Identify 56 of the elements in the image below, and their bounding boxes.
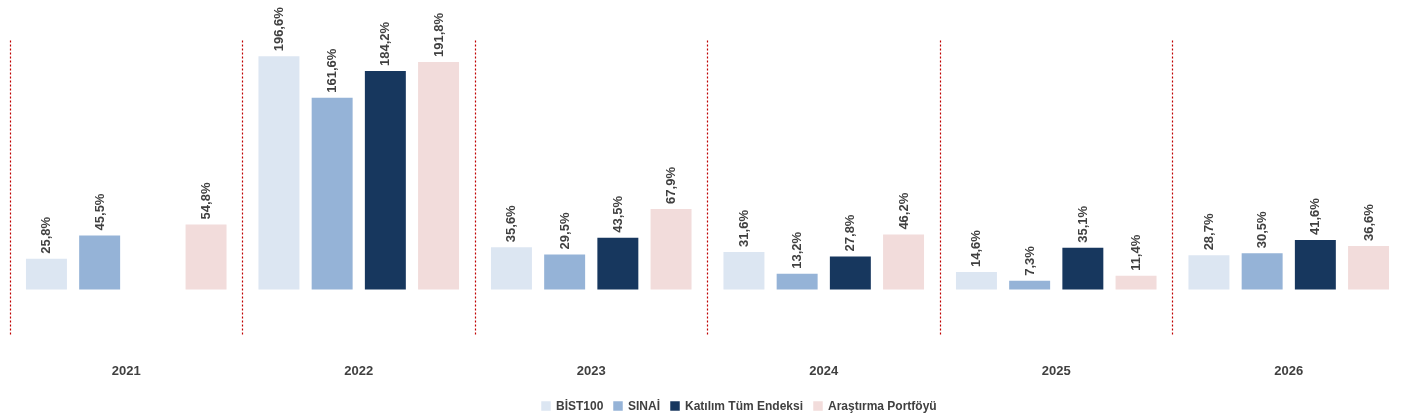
bar xyxy=(597,237,639,290)
data-label: 31,6% xyxy=(735,209,751,247)
data-label: 67,9% xyxy=(663,166,679,204)
bar xyxy=(650,208,692,290)
bar xyxy=(829,256,871,290)
bar xyxy=(544,254,586,290)
data-label: 13,2% xyxy=(789,231,805,269)
data-label: 28,7% xyxy=(1200,213,1216,251)
bar xyxy=(258,56,300,290)
bar xyxy=(1062,247,1104,290)
data-label: 11,4% xyxy=(1128,234,1144,271)
data-label: 191,8% xyxy=(430,12,446,58)
x-tick-label: 2026 xyxy=(1274,362,1304,378)
bar xyxy=(25,258,67,290)
data-label: 25,8% xyxy=(38,216,54,254)
data-label: 184,2% xyxy=(377,21,393,67)
bar xyxy=(1188,255,1230,290)
data-label: 14,6% xyxy=(968,229,984,268)
data-label: 43,5% xyxy=(609,195,625,233)
bar xyxy=(311,97,353,290)
x-tick-label: 2023 xyxy=(576,362,606,378)
x-tick-label: 2025 xyxy=(1041,362,1071,378)
data-label: 196,6% xyxy=(270,6,286,52)
x-tick-label: 2022 xyxy=(344,362,374,378)
legend-label: BİST100 xyxy=(556,398,604,413)
data-label: 46,2% xyxy=(895,192,911,230)
bar xyxy=(79,235,121,290)
data-label: 45,5% xyxy=(91,193,107,231)
bar xyxy=(1115,275,1157,290)
data-label: 36,6% xyxy=(1360,203,1376,241)
data-label: 41,6% xyxy=(1307,197,1323,236)
bar xyxy=(1294,240,1336,290)
data-label: 35,1% xyxy=(1074,205,1090,243)
data-label: 29,5% xyxy=(556,212,572,250)
bar xyxy=(490,247,532,290)
bar xyxy=(776,273,818,290)
data-label: 30,5% xyxy=(1254,210,1270,249)
bar xyxy=(185,224,227,290)
legend-label: Katılım Tüm Endeksi xyxy=(685,399,804,413)
x-tick-label: 2024 xyxy=(809,362,839,378)
x-tick-label: 2021 xyxy=(111,362,141,378)
legend-label: SINAİ xyxy=(628,398,661,413)
bar xyxy=(723,251,765,290)
bar xyxy=(883,234,925,290)
bar xyxy=(1348,246,1390,290)
data-label: 7,3% xyxy=(1021,245,1037,276)
data-label: 54,8% xyxy=(198,182,214,220)
bar xyxy=(364,71,406,290)
data-label: 35,6% xyxy=(503,204,519,243)
bar xyxy=(418,62,460,290)
bar xyxy=(1241,253,1283,290)
bar xyxy=(955,272,997,290)
legend-label: Araştırma Portföyü xyxy=(828,399,937,413)
bar xyxy=(1009,280,1051,290)
data-label: 161,6% xyxy=(324,48,340,93)
data-label: 27,8% xyxy=(842,214,858,252)
